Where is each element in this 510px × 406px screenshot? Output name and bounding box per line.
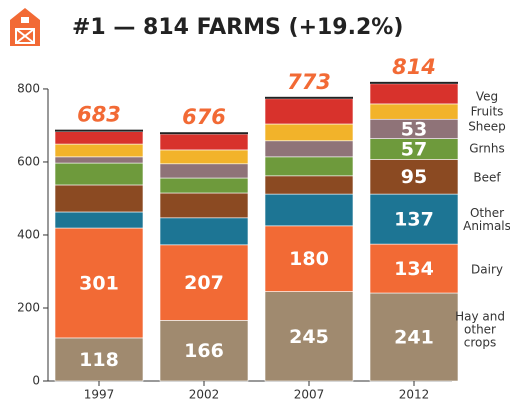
value-label: 137 (394, 209, 434, 231)
total-label: 676 (182, 105, 226, 129)
bar-cap (160, 132, 248, 135)
bar-segment (159, 217, 249, 246)
value-label: 57 (401, 139, 427, 161)
bar-segment (54, 162, 144, 186)
bar-segment (159, 192, 249, 219)
legend-label: Dairy (471, 262, 503, 277)
chart-title: #1 — 814 FARMS (+19.2%) (72, 15, 403, 40)
legend-label: Other Animals (463, 206, 510, 233)
barn-icon (10, 8, 40, 46)
bar-cap (370, 81, 458, 84)
total-label: 814 (392, 55, 436, 79)
bar-segment (54, 131, 144, 145)
total-label: 773 (287, 70, 331, 94)
bar-segment (54, 143, 144, 158)
value-label: 118 (79, 349, 119, 371)
y-tick-label: 400 (17, 227, 40, 241)
x-tick-label: 2002 (189, 388, 220, 402)
bar-segment (369, 103, 459, 120)
y-tick-label: 0 (32, 374, 40, 388)
x-tick-label: 2012 (399, 388, 430, 402)
legend-label: Fruits (470, 104, 504, 119)
value-label: 166 (184, 340, 224, 362)
bar-segment (264, 225, 354, 292)
value-label: 241 (394, 327, 434, 349)
value-label: 95 (401, 166, 427, 188)
bar-segment (369, 292, 459, 382)
bar-cap (55, 129, 143, 132)
bar-segment (264, 193, 354, 227)
bar-segment (54, 184, 144, 213)
bar-segment (159, 163, 249, 179)
total-label: 683 (77, 103, 121, 127)
legend-label: Grnhs (469, 141, 505, 156)
bar-segment (264, 140, 354, 158)
y-tick-label: 800 (17, 81, 40, 95)
legend-label: Hay and other crops (455, 309, 505, 350)
legend-label: Veg (475, 89, 499, 104)
value-label: 245 (289, 326, 329, 348)
bar-segment (369, 83, 459, 105)
bar-segment (264, 98, 354, 125)
bar-segment (159, 133, 249, 151)
bar-segment (369, 193, 459, 245)
bar-segment (264, 123, 354, 142)
y-tick-label: 600 (17, 154, 40, 168)
value-label: 207 (184, 272, 224, 294)
bar-segment (264, 291, 354, 382)
bar-segment (369, 159, 459, 195)
legend-label: Beef (473, 170, 501, 185)
bar-segment (159, 149, 249, 165)
legend-label: Sheep (468, 119, 506, 134)
value-label: 301 (79, 272, 119, 294)
bar-segment (264, 175, 354, 195)
bar-segment (369, 243, 459, 294)
bar-cap (265, 96, 353, 99)
x-tick-label: 2007 (294, 388, 325, 402)
value-label: 180 (289, 248, 329, 270)
y-tick-label: 200 (17, 300, 40, 314)
bar-segment (54, 156, 144, 164)
value-label: 134 (394, 258, 434, 280)
x-tick-label: 1997 (84, 388, 115, 402)
bar-segment (159, 177, 249, 194)
bar-segment (264, 156, 354, 177)
value-label: 53 (401, 118, 427, 140)
bar-segment (54, 211, 144, 229)
bar-segment (54, 227, 144, 339)
